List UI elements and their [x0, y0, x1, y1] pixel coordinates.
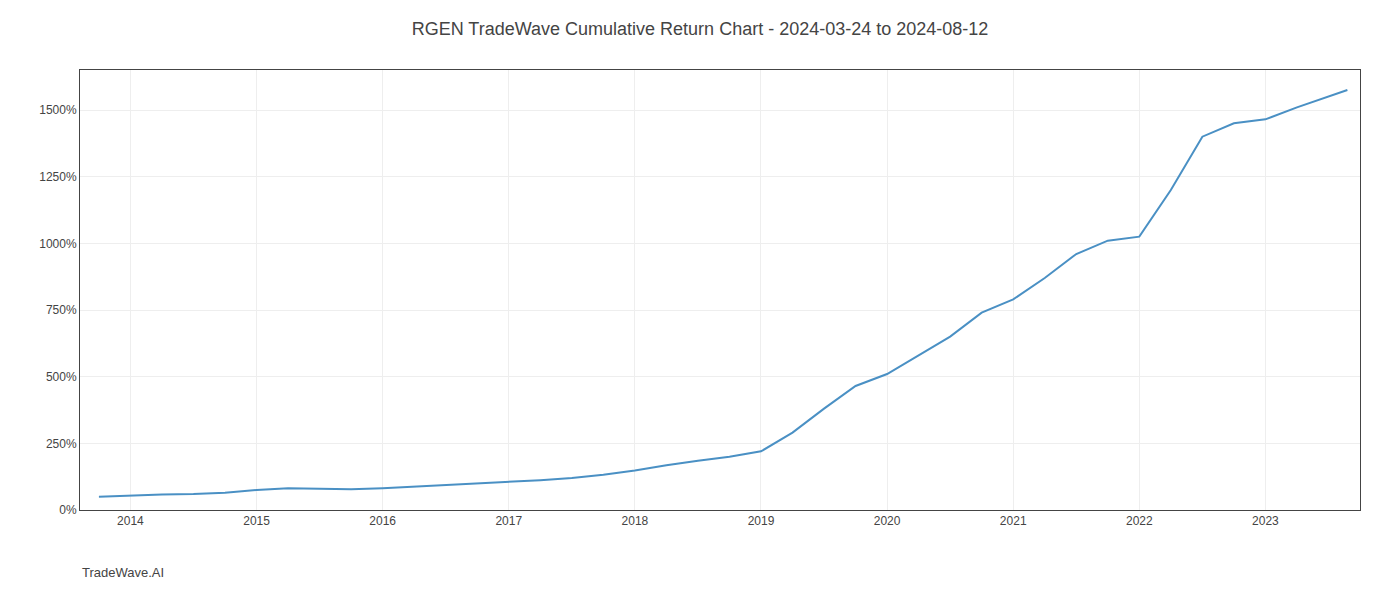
- svg-text:0%: 0%: [59, 503, 77, 517]
- svg-text:2016: 2016: [369, 514, 396, 528]
- svg-text:2015: 2015: [243, 514, 270, 528]
- svg-text:250%: 250%: [46, 437, 77, 451]
- svg-text:1000%: 1000%: [39, 237, 77, 251]
- svg-text:1500%: 1500%: [39, 103, 77, 117]
- svg-text:750%: 750%: [46, 303, 77, 317]
- svg-text:1250%: 1250%: [39, 170, 77, 184]
- svg-text:500%: 500%: [46, 370, 77, 384]
- svg-text:2021: 2021: [1000, 514, 1027, 528]
- svg-text:2023: 2023: [1252, 514, 1279, 528]
- svg-text:2018: 2018: [622, 514, 649, 528]
- svg-text:TradeWave.AI: TradeWave.AI: [82, 565, 164, 580]
- svg-text:2019: 2019: [748, 514, 775, 528]
- svg-text:2020: 2020: [874, 514, 901, 528]
- svg-text:2017: 2017: [495, 514, 522, 528]
- svg-text:2022: 2022: [1126, 514, 1153, 528]
- svg-text:RGEN TradeWave Cumulative Retu: RGEN TradeWave Cumulative Return Chart -…: [412, 19, 989, 39]
- svg-text:2014: 2014: [117, 514, 144, 528]
